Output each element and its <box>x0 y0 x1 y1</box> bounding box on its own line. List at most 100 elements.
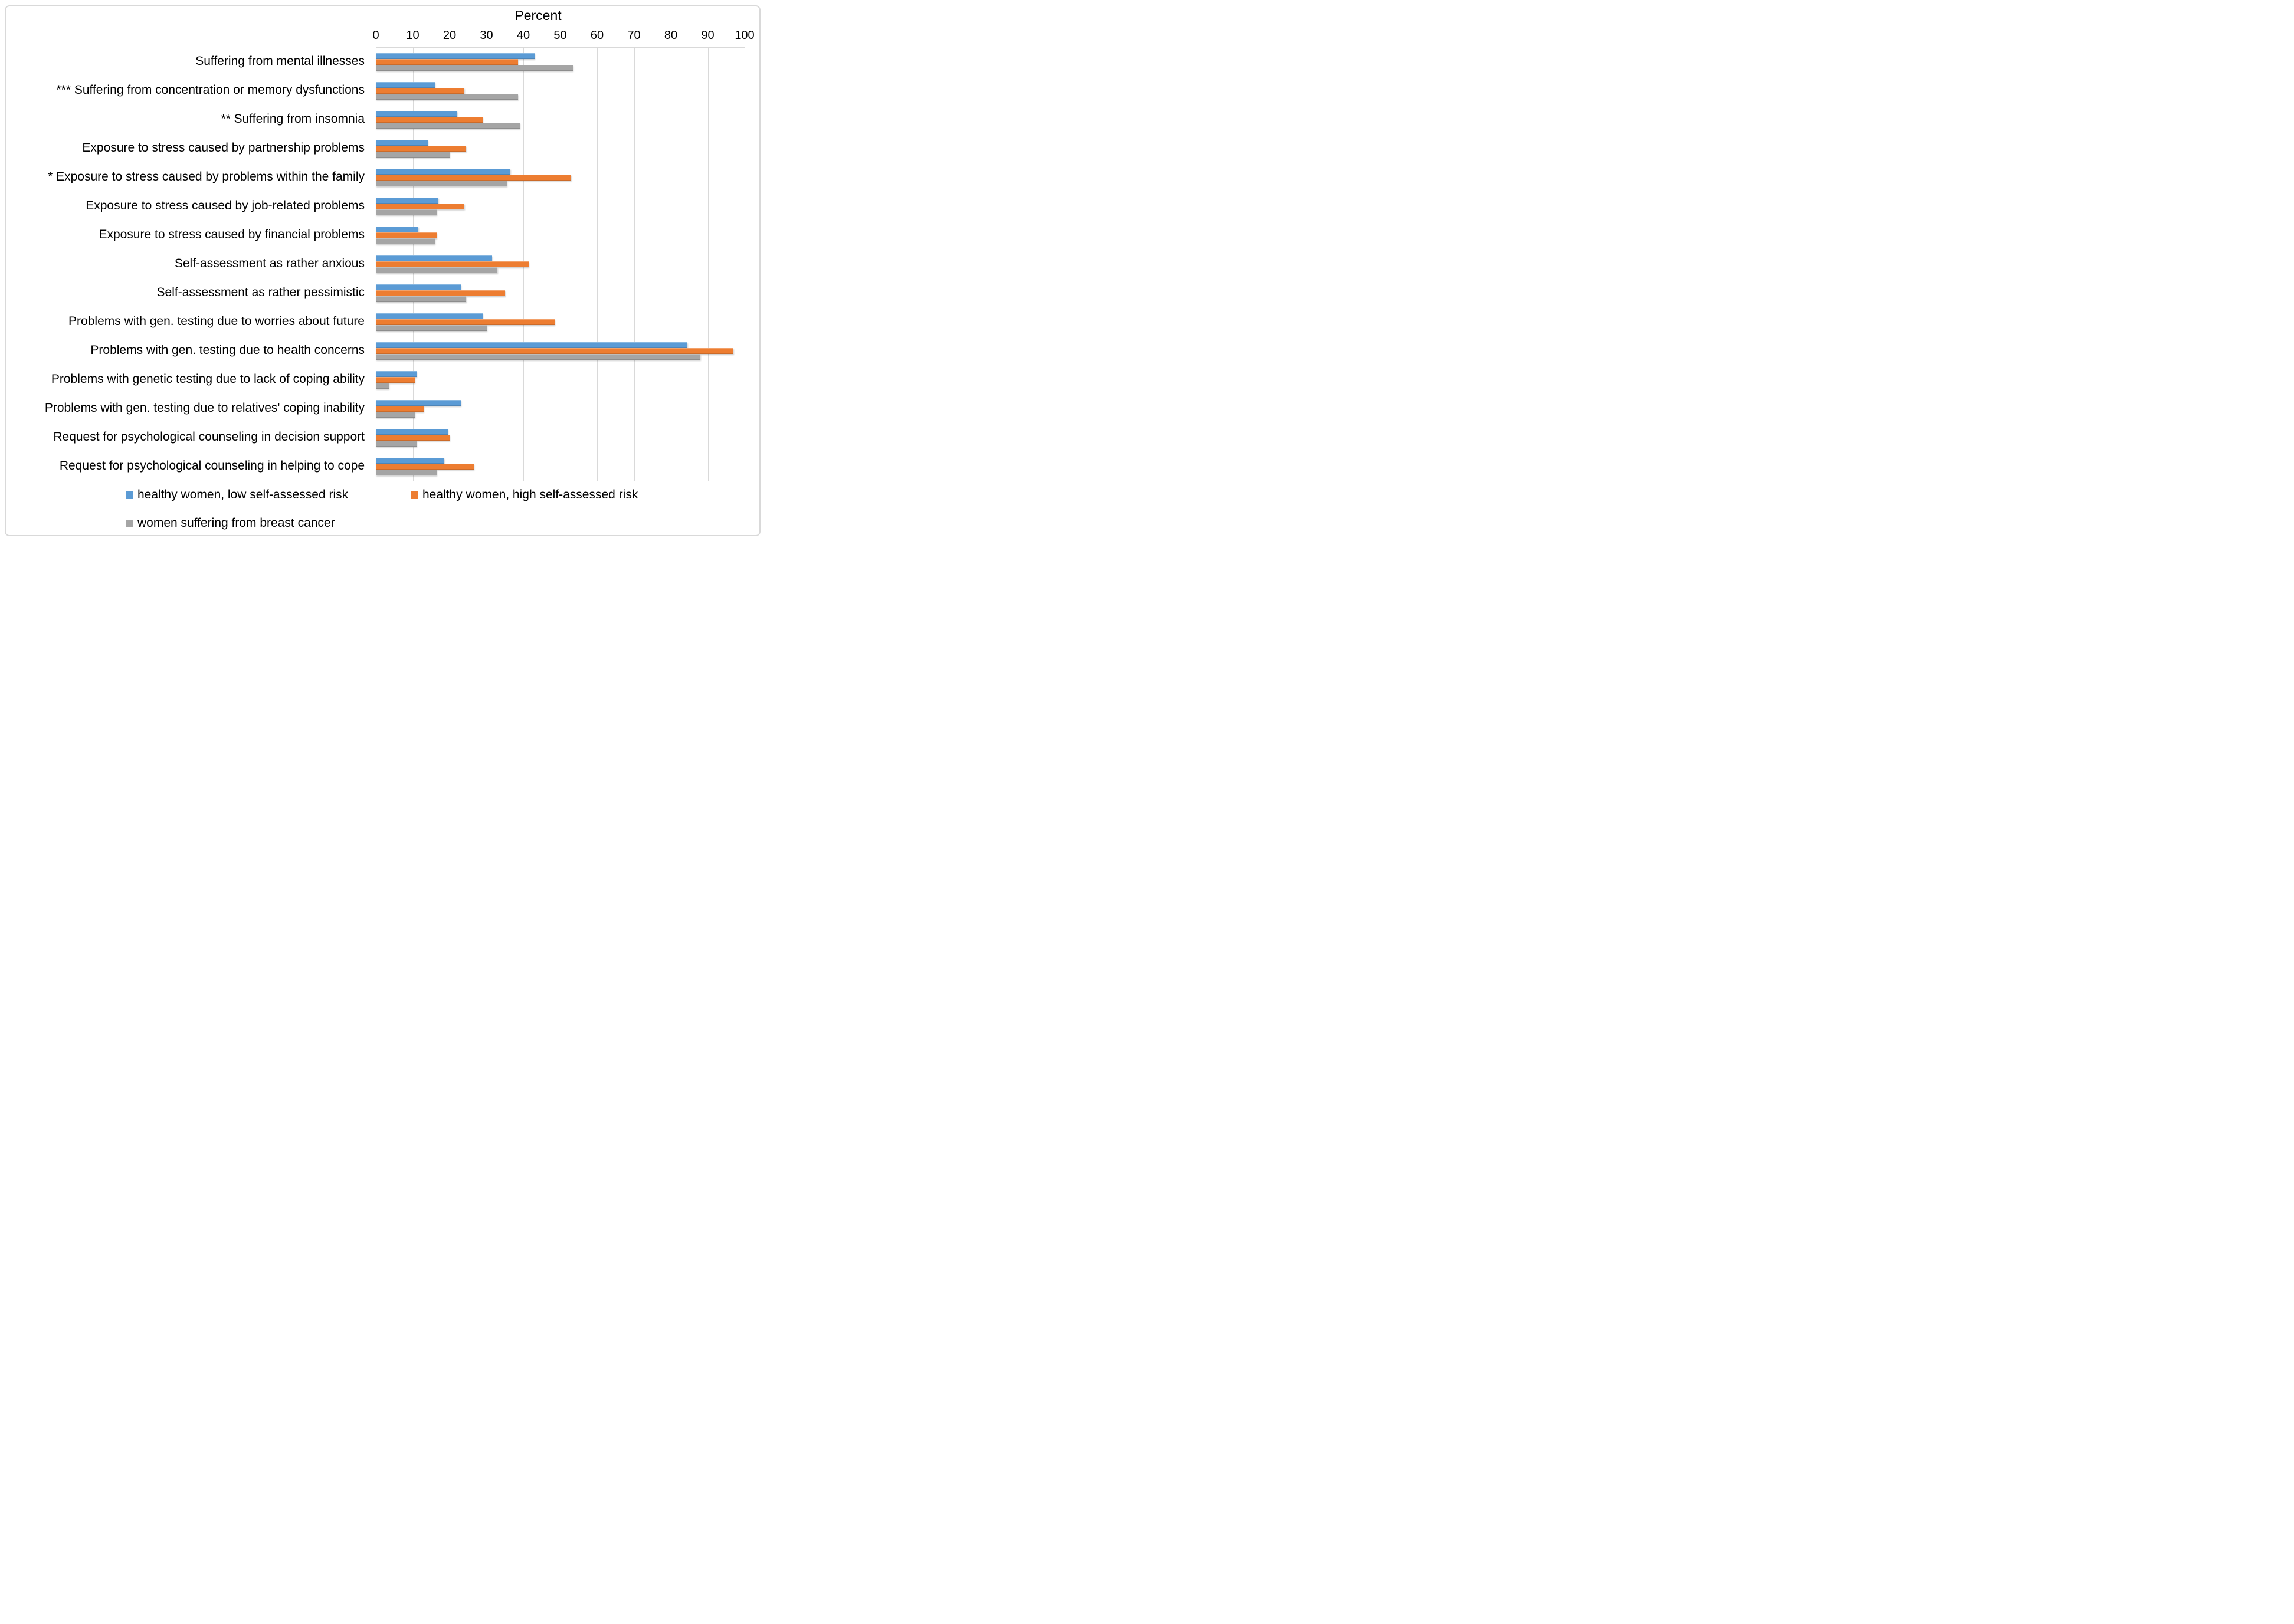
bar-series-0 <box>376 111 457 117</box>
bar-series-1 <box>376 88 464 94</box>
category-row: Problems with gen. testing due to health… <box>0 336 765 365</box>
bar-series-2 <box>376 296 467 302</box>
category-row: Exposure to stress caused by financial p… <box>0 221 765 250</box>
bar-series-1 <box>376 232 437 238</box>
legend-label: healthy women, low self-assessed risk <box>137 488 349 501</box>
bar-series-2 <box>376 209 437 215</box>
category-row: Exposure to stress caused by job-related… <box>0 192 765 221</box>
bar-series-0 <box>376 342 688 348</box>
category-label: Problems with gen. testing due to worrie… <box>68 314 365 329</box>
axis-title: Percent <box>514 8 562 23</box>
category-label: Request for psychological counseling in … <box>59 459 365 473</box>
axis-tick-label: 40 <box>516 29 530 42</box>
category-row: Problems with gen. testing due to worrie… <box>0 307 765 336</box>
bar-series-2 <box>376 65 574 71</box>
category-row: Self-assessment as rather anxious <box>0 250 765 278</box>
bar-series-0 <box>376 458 444 464</box>
gridline <box>634 47 635 481</box>
axis-tick-label: 90 <box>701 29 715 42</box>
legend-item: healthy women, low self-assessed risk <box>126 488 348 502</box>
axis-tick-label: 30 <box>480 29 493 42</box>
category-label: * Exposure to stress caused by problems … <box>48 170 365 184</box>
bar-series-0 <box>376 140 428 146</box>
bar-series-0 <box>376 169 511 175</box>
bar-series-2 <box>376 181 507 186</box>
axis-tick-label: 100 <box>735 29 755 42</box>
bar-series-1 <box>376 175 572 181</box>
bar-series-0 <box>376 284 461 290</box>
bar-series-1 <box>376 348 734 354</box>
bar-series-2 <box>376 383 389 389</box>
axis-tick-label: 50 <box>553 29 567 42</box>
bar-series-2 <box>376 267 498 273</box>
bar-series-2 <box>376 354 700 360</box>
category-row: Suffering from mental illnesses <box>0 47 765 76</box>
category-label: Self-assessment as rather pessimistic <box>156 286 365 300</box>
category-label: Problems with gen. testing due to relati… <box>44 401 365 415</box>
legend-label: healthy women, high self-assessed risk <box>422 488 638 501</box>
category-label: Exposure to stress caused by partnership… <box>82 141 365 155</box>
category-row: Request for psychological counseling in … <box>0 423 765 452</box>
bar-series-0 <box>376 227 418 232</box>
bar-series-2 <box>376 325 487 331</box>
bar-series-2 <box>376 123 520 129</box>
category-row: * Exposure to stress caused by problems … <box>0 163 765 192</box>
category-label: Problems with genetic testing due to lac… <box>51 372 365 386</box>
axis-tick-label: 20 <box>443 29 457 42</box>
legend-swatch-icon <box>411 491 418 499</box>
bar-chart-figure: Percent 0 10 20 30 40 50 60 70 80 90 100 Suffering… <box>0 0 765 542</box>
bar-series-1 <box>376 146 467 152</box>
bar-series-1 <box>376 290 505 296</box>
legend-item: healthy women, high self-assessed risk <box>411 488 638 502</box>
bar-series-2 <box>376 94 518 100</box>
bar-series-2 <box>376 441 417 447</box>
bar-series-0 <box>376 255 492 261</box>
bar-series-1 <box>376 435 450 441</box>
bar-series-1 <box>376 406 424 412</box>
category-label: *** Suffering from concentration or memo… <box>56 83 365 97</box>
category-row: *** Suffering from concentration or memo… <box>0 76 765 105</box>
axis-tick-label: 0 <box>372 29 379 42</box>
category-label: Exposure to stress caused by job-related… <box>86 199 365 213</box>
legend-swatch-icon <box>126 491 133 499</box>
bar-series-0 <box>376 429 448 435</box>
bar-series-1 <box>376 117 483 123</box>
bar-series-0 <box>376 198 439 204</box>
bar-series-1 <box>376 261 529 267</box>
axis-tick-label: 10 <box>406 29 420 42</box>
gridline <box>597 47 598 481</box>
gridline <box>707 47 709 481</box>
bar-series-0 <box>376 371 417 377</box>
category-row: Request for psychological counseling in … <box>0 452 765 481</box>
category-row: Problems with gen. testing due to relati… <box>0 394 765 423</box>
bar-series-2 <box>376 238 435 244</box>
category-label: Self-assessment as rather anxious <box>174 257 365 271</box>
bar-series-1 <box>376 377 415 383</box>
legend-label: women suffering from breast cancer <box>137 516 335 530</box>
legend-item: women suffering from breast cancer <box>126 516 335 530</box>
category-label: Exposure to stress caused by financial p… <box>99 228 365 242</box>
axis-tick-label: 60 <box>590 29 604 42</box>
category-label: ** Suffering from insomnia <box>221 112 365 126</box>
category-label: Suffering from mental illnesses <box>195 54 365 68</box>
bar-series-1 <box>376 204 464 209</box>
category-row: Problems with genetic testing due to lac… <box>0 365 765 394</box>
category-row: ** Suffering from insomnia <box>0 105 765 134</box>
bar-series-0 <box>376 400 461 406</box>
bar-series-2 <box>376 152 450 158</box>
bar-series-2 <box>376 412 415 418</box>
legend-swatch-icon <box>126 519 133 527</box>
bar-series-0 <box>376 53 535 59</box>
category-label: Problems with gen. testing due to health… <box>90 343 365 357</box>
bar-series-1 <box>376 319 555 325</box>
bar-series-1 <box>376 464 474 470</box>
category-label: Request for psychological counseling in … <box>53 430 365 444</box>
bar-series-2 <box>376 470 437 475</box>
bar-series-0 <box>376 82 435 88</box>
bar-series-1 <box>376 59 518 65</box>
axis-tick-label: 70 <box>627 29 641 42</box>
axis-tick-label: 80 <box>664 29 678 42</box>
bar-series-0 <box>376 313 483 319</box>
category-row: Exposure to stress caused by partnership… <box>0 134 765 163</box>
category-row: Self-assessment as rather pessimistic <box>0 278 765 307</box>
